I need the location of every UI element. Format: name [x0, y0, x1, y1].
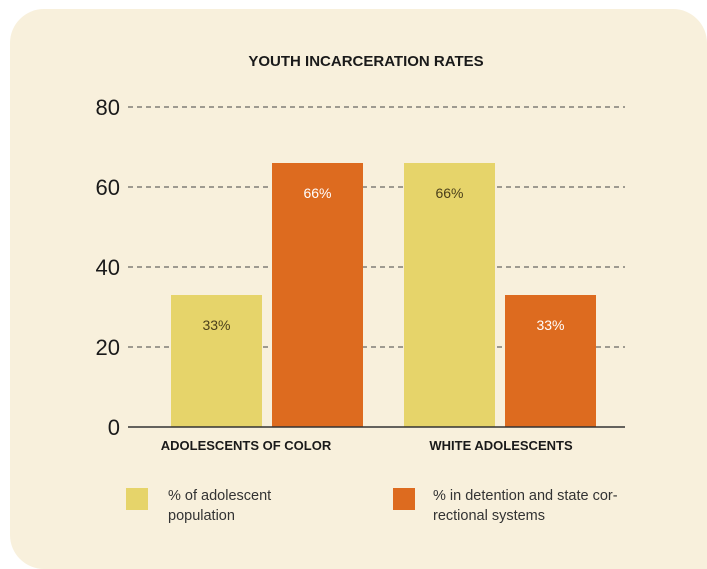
- bar: [505, 295, 596, 427]
- legend-label-line: rectional systems: [433, 508, 546, 524]
- legend-label-line: % of adolescent: [168, 488, 272, 504]
- y-tick-label: 40: [96, 255, 120, 280]
- bar-value-label: 66%: [303, 185, 331, 201]
- legend-label-line: % in detention and state cor-: [433, 488, 618, 504]
- y-tick-label: 60: [96, 175, 120, 200]
- legend-label-adolescent-population: % of adolescent population: [168, 486, 271, 526]
- bar: [171, 295, 262, 427]
- bar: [404, 163, 495, 427]
- bar-value-label: 33%: [536, 317, 564, 333]
- y-tick-label: 0: [108, 415, 120, 440]
- bar-value-label: 66%: [435, 185, 463, 201]
- bar-value-label: 33%: [202, 317, 230, 333]
- legend-swatch-adolescent-population: [126, 488, 148, 510]
- legend-label-detention: % in detention and state cor- rectional …: [433, 486, 618, 526]
- x-tick-label: WHITE ADOLESCENTS: [429, 438, 573, 453]
- y-tick-label: 20: [96, 335, 120, 360]
- legend-label-line: population: [168, 508, 235, 524]
- x-tick-label: ADOLESCENTS OF COLOR: [161, 438, 332, 453]
- bar: [272, 163, 363, 427]
- y-tick-label: 80: [96, 95, 120, 120]
- chart-title: YOUTH INCARCERATION RATES: [248, 53, 483, 70]
- legend-swatch-detention: [393, 488, 415, 510]
